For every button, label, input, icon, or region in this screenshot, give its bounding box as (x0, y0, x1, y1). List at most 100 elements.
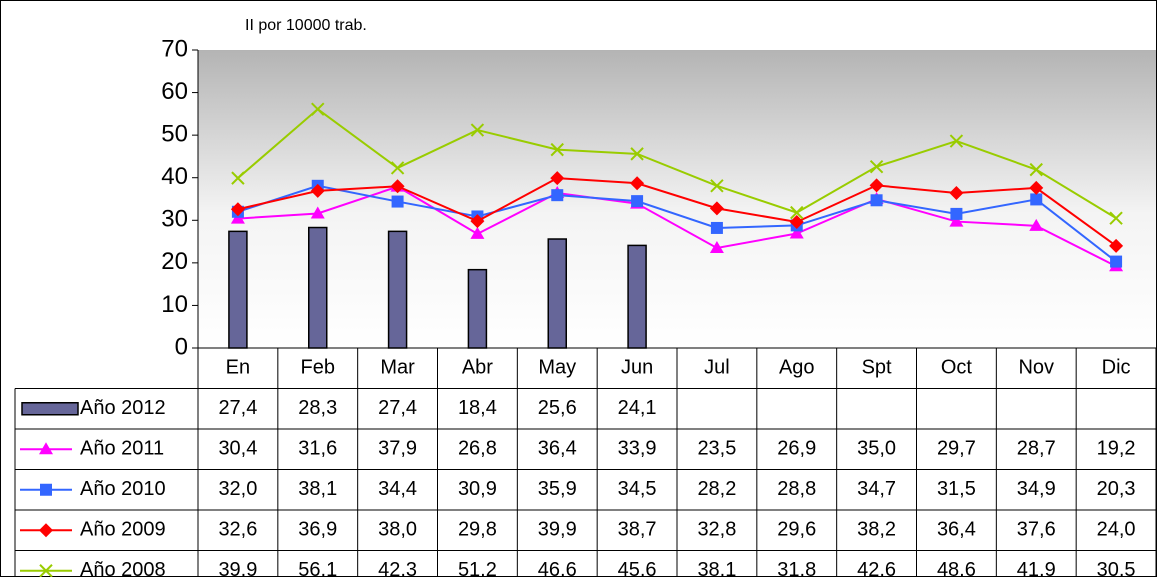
table-cell: 29,6 (777, 519, 816, 541)
table-cell: 51,2 (458, 559, 497, 577)
bar (627, 244, 647, 349)
table-cell: 26,8 (458, 438, 497, 460)
marker (1109, 211, 1123, 225)
table-cell: 38,2 (857, 519, 896, 541)
marker (1029, 218, 1044, 231)
y-tick-label: 40 (161, 163, 188, 190)
marker (789, 226, 804, 239)
marker (869, 178, 884, 193)
legend-swatch (21, 402, 79, 416)
table-cell: 48,6 (937, 559, 976, 577)
marker (470, 226, 485, 239)
table-cell: 35,0 (857, 438, 896, 460)
table-cell: 37,9 (378, 438, 417, 460)
table-cell: 29,8 (458, 519, 497, 541)
table-cell: 24,0 (1097, 519, 1136, 541)
table-cell: 27,4 (218, 397, 257, 419)
x-tick-label: Oct (941, 357, 973, 379)
table-cell: 38,0 (378, 519, 417, 541)
legend-label: Año 2010 (80, 478, 166, 500)
table-cell: 31,8 (777, 559, 816, 577)
marker (949, 186, 964, 201)
table-cell: 25,6 (538, 397, 577, 419)
table-cell: 34,4 (378, 478, 417, 500)
marker (310, 206, 325, 219)
table-cell: 36,4 (937, 519, 976, 541)
y-tick-label: 70 (161, 35, 188, 62)
bar (387, 230, 408, 349)
table-cell: 32,6 (218, 519, 257, 541)
table-cell: 38,1 (298, 478, 337, 500)
table-cell: 28,8 (777, 478, 816, 500)
legend-marker (39, 564, 53, 577)
marker (1110, 255, 1123, 268)
plot-area (198, 50, 1156, 348)
table-cell: 37,6 (1017, 519, 1056, 541)
y-tick-label: 10 (161, 291, 188, 318)
x-tick-label: En (226, 357, 250, 379)
table-cell: 36,9 (298, 519, 337, 541)
table-cell: 45,6 (618, 559, 657, 577)
x-tick-label: Jun (621, 357, 653, 379)
legend-marker (40, 483, 52, 496)
marker (870, 194, 883, 207)
marker (550, 142, 564, 157)
table-cell: 28,3 (298, 397, 337, 419)
table-cell: 34,9 (1017, 478, 1056, 500)
table-cell: 28,7 (1017, 438, 1056, 460)
marker (630, 176, 645, 191)
x-tick-label: May (538, 357, 576, 379)
marker (391, 195, 404, 208)
x-tick-label: Mar (380, 357, 415, 379)
marker (710, 179, 724, 193)
table-cell: 34,7 (857, 478, 896, 500)
marker (949, 134, 964, 148)
marker (390, 179, 405, 194)
bar (547, 238, 567, 349)
table-cell: 56,1 (298, 559, 337, 577)
marker (709, 240, 724, 253)
legend-label: Año 2011 (80, 438, 164, 460)
marker (470, 123, 485, 137)
table-cell: 28,2 (697, 478, 736, 500)
table-cell: 41,9 (1017, 559, 1056, 577)
x-tick-label: Abr (462, 357, 493, 379)
marker (1029, 162, 1043, 177)
marker (709, 201, 724, 216)
marker (311, 102, 325, 116)
marker (949, 214, 964, 227)
x-tick-label: Jul (704, 357, 730, 379)
x-tick-label: Spt (862, 357, 892, 379)
y-tick-label: 20 (161, 248, 188, 275)
legend-marker (39, 442, 53, 455)
marker (231, 171, 245, 185)
table-cell: 42,6 (857, 559, 896, 577)
legend-label: Año 2008 (80, 559, 166, 577)
marker (630, 147, 644, 161)
marker (950, 207, 963, 220)
line (237, 185, 1117, 268)
line (237, 184, 1117, 263)
marker (869, 159, 884, 174)
table-cell: 46,6 (538, 559, 577, 577)
table-cell: 26,9 (777, 438, 816, 460)
legend-label: Año 2012 (80, 397, 166, 419)
y-tick-label: 30 (161, 206, 188, 233)
marker (550, 171, 565, 186)
marker (631, 195, 644, 208)
table-cell: 32,8 (697, 519, 736, 541)
table-cell: 35,9 (538, 478, 577, 500)
table-cell: 39,9 (538, 519, 577, 541)
marker (1029, 180, 1044, 195)
table-cell: 18,4 (458, 397, 497, 419)
x-tick-label: Nov (1018, 357, 1054, 379)
line (237, 107, 1117, 220)
marker (710, 221, 723, 234)
bar (228, 230, 248, 349)
table-cell: 38,1 (697, 559, 736, 577)
y-tick-label: 50 (161, 120, 188, 147)
bar (308, 226, 328, 349)
table-cell: 31,5 (937, 478, 976, 500)
marker (390, 161, 405, 175)
